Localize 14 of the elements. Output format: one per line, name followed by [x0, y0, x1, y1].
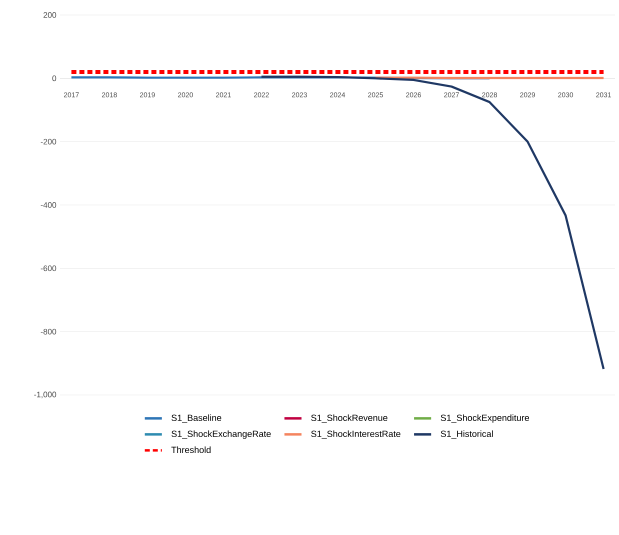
- y-tick-label: -600: [40, 265, 56, 272]
- legend-label: Threshold: [171, 446, 211, 454]
- legend-label: S1_ShockExchangeRate: [172, 430, 271, 439]
- legend-label: S1_ShockExpenditure: [440, 414, 530, 423]
- y-tick-label: -200: [40, 138, 56, 144]
- y-tick-label: -800: [40, 328, 56, 334]
- y-tick-label: -1,000: [34, 392, 56, 398]
- y-tick-label: -400: [40, 202, 56, 208]
- y-tick-label: 200: [44, 12, 56, 18]
- legend-label: S1_Historical: [440, 430, 493, 439]
- legend-label: S1_ShockInterestRate: [311, 430, 400, 439]
- y-tick-label: 0: [52, 76, 56, 82]
- legend-label: S1_ShockRevenue: [311, 414, 388, 423]
- legend-label: S1_Baseline: [172, 414, 222, 423]
